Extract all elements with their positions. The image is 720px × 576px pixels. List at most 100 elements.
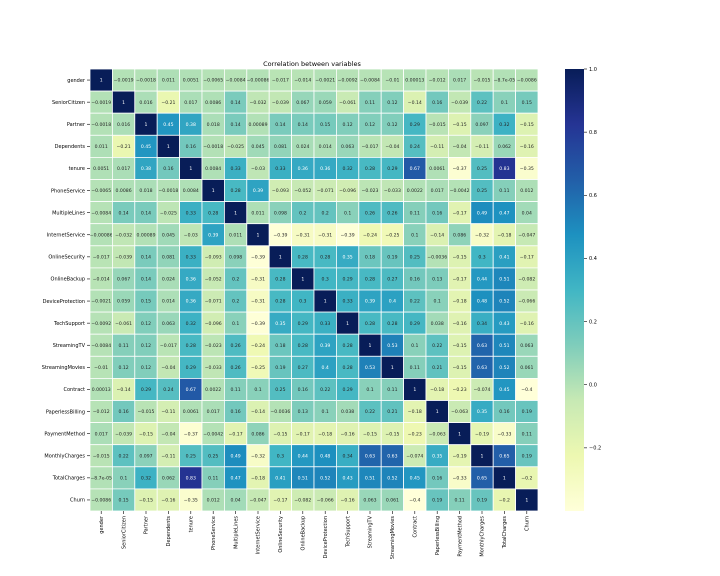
cell-value-label: −0.01 (385, 78, 399, 84)
cell-value-label: 0.38 (186, 122, 196, 128)
cell-value-label: −0.24 (363, 232, 377, 238)
cell-value-label: 0.45 (410, 475, 420, 481)
cell-value-label: 0.017 (95, 431, 108, 437)
cell-value-label: −0.082 (518, 277, 535, 283)
cell-value-label: 0.1 (344, 210, 351, 216)
cell-value-label: 0.22 (365, 409, 375, 415)
cell-value-label: 1 (458, 431, 461, 437)
cell-value-label: 0.014 (319, 144, 332, 150)
cell-value-label: 0.25 (208, 453, 218, 459)
cell-value-label: −0.17 (273, 498, 287, 504)
cell-value-label: 0.26 (365, 210, 375, 216)
cell-value-label: 0.28 (230, 188, 240, 194)
cell-value-label: −0.18 (453, 299, 467, 305)
cell-value-label: 1 (481, 453, 484, 459)
cell-value-label: −0.052 (205, 277, 222, 283)
cell-value-label: 0.48 (477, 299, 487, 305)
cell-value-label: −0.032 (249, 100, 266, 106)
column-label: gender (99, 515, 105, 534)
row-label: OnlineBackup (51, 277, 85, 283)
cell-value-label: −0.23 (453, 387, 467, 393)
cell-value-label: 1 (413, 387, 416, 393)
cell-value-label: 1 (100, 78, 103, 84)
cell-value-label: 1 (525, 498, 528, 504)
cell-value-label: 0.045 (162, 232, 175, 238)
cell-value-label: −0.0084 (91, 343, 111, 349)
cell-value-label: 0.51 (499, 343, 509, 349)
colorbar-tick-label: 0.4 (589, 256, 597, 262)
cell-value-label: 0.33 (230, 166, 240, 172)
cell-value-label: 0.12 (365, 122, 375, 128)
cell-value-label: −0.0092 (91, 321, 111, 327)
cell-value-label: −0.032 (115, 232, 132, 238)
cell-value-label: −0.047 (518, 232, 535, 238)
cell-value-label: −0.17 (296, 431, 310, 437)
cell-value-label: −0.063 (451, 409, 468, 415)
cell-value-label: 0.4 (322, 365, 329, 371)
cell-value-label: 0.038 (341, 409, 354, 415)
cell-value-label: 0.44 (477, 277, 487, 283)
cell-value-label: 0.24 (163, 387, 173, 393)
cell-value-label: 0.53 (365, 365, 375, 371)
cell-value-label: 1 (212, 188, 215, 194)
row-label: PhoneService (51, 188, 85, 194)
column-label: MonthlyCharges (480, 516, 486, 557)
cell-value-label: 0.52 (499, 299, 509, 305)
cell-value-label: 1 (189, 166, 192, 172)
cell-value-label: 0.16 (499, 409, 509, 415)
cell-value-label: −0.14 (117, 387, 131, 393)
cell-value-label: −0.14 (408, 100, 422, 106)
cell-value-label: −0.0018 (91, 122, 111, 128)
column-labels: gender SeniorCitizen Partner Dependents tenu… (99, 511, 531, 559)
cell-value-label: 0.0086 (116, 188, 132, 194)
cell-value-label: −0.039 (272, 100, 289, 106)
cell-value-label: −0.017 (93, 254, 110, 260)
cell-value-label: 0.47 (499, 210, 509, 216)
column-label: SeniorCitizen (121, 516, 127, 549)
cell-value-label: 0.11 (410, 210, 420, 216)
cell-value-label: 0.16 (230, 409, 240, 415)
cell-value-label: 0.1 (411, 232, 418, 238)
cell-value-label: 0.28 (365, 277, 375, 283)
cell-value-label: −0.4 (409, 498, 420, 504)
cell-value-label: 0.33 (186, 210, 196, 216)
cell-value-label: −0.0086 (91, 498, 111, 504)
cell-value-label: −0.15 (453, 254, 467, 260)
cell-value-label: −0.25 (385, 232, 399, 238)
cell-value-label: 0.67 (186, 387, 196, 393)
row-label: TechSupport (53, 321, 85, 327)
cell-value-label: −0.025 (160, 210, 177, 216)
cell-value-label: −0.11 (161, 453, 175, 459)
cell-value-label: −0.15 (520, 122, 534, 128)
cell-value-label: −0.39 (251, 254, 265, 260)
cell-value-label: 0.63 (477, 343, 487, 349)
cell-value-label: 0.22 (432, 343, 442, 349)
cell-value-label: −0.39 (341, 232, 355, 238)
cell-value-label: −0.0036 (270, 409, 290, 415)
column-label: StreamingTV (368, 515, 374, 548)
cell-value-label: −0.0019 (91, 100, 111, 106)
cell-value-label: 0.36 (186, 277, 196, 283)
cell-value-label: −8.7e-05 (90, 475, 112, 481)
cell-value-label: −0.093 (272, 188, 289, 194)
cell-value-label: −0.015 (93, 453, 110, 459)
cell-value-label: 0.39 (253, 188, 263, 194)
column-label: MultipleLines (233, 516, 239, 549)
cell-value-label: 0.51 (298, 475, 308, 481)
cell-value-label: −0.00086 (247, 78, 270, 84)
cell-value-label: 0.33 (275, 166, 285, 172)
colorbar-tick-label: 0.2 (589, 319, 597, 325)
cell-value-label: 0.045 (251, 144, 264, 150)
cell-value-label: 0.33 (342, 299, 352, 305)
cell-value-label: −0.31 (251, 277, 265, 283)
cell-value-label: 0.12 (141, 343, 151, 349)
cell-value-label: 1 (346, 321, 349, 327)
column-label: tenure (189, 516, 195, 532)
column-label: InternetService (256, 516, 262, 554)
cell-value-label: 1 (167, 144, 170, 150)
column-label: OnlineSecurity (278, 516, 284, 553)
cell-value-label: −0.033 (384, 188, 401, 194)
cell-value-label: 0.49 (477, 210, 487, 216)
cell-value-label: 0.11 (365, 100, 375, 106)
row-label: OnlineSecurity (48, 255, 85, 261)
